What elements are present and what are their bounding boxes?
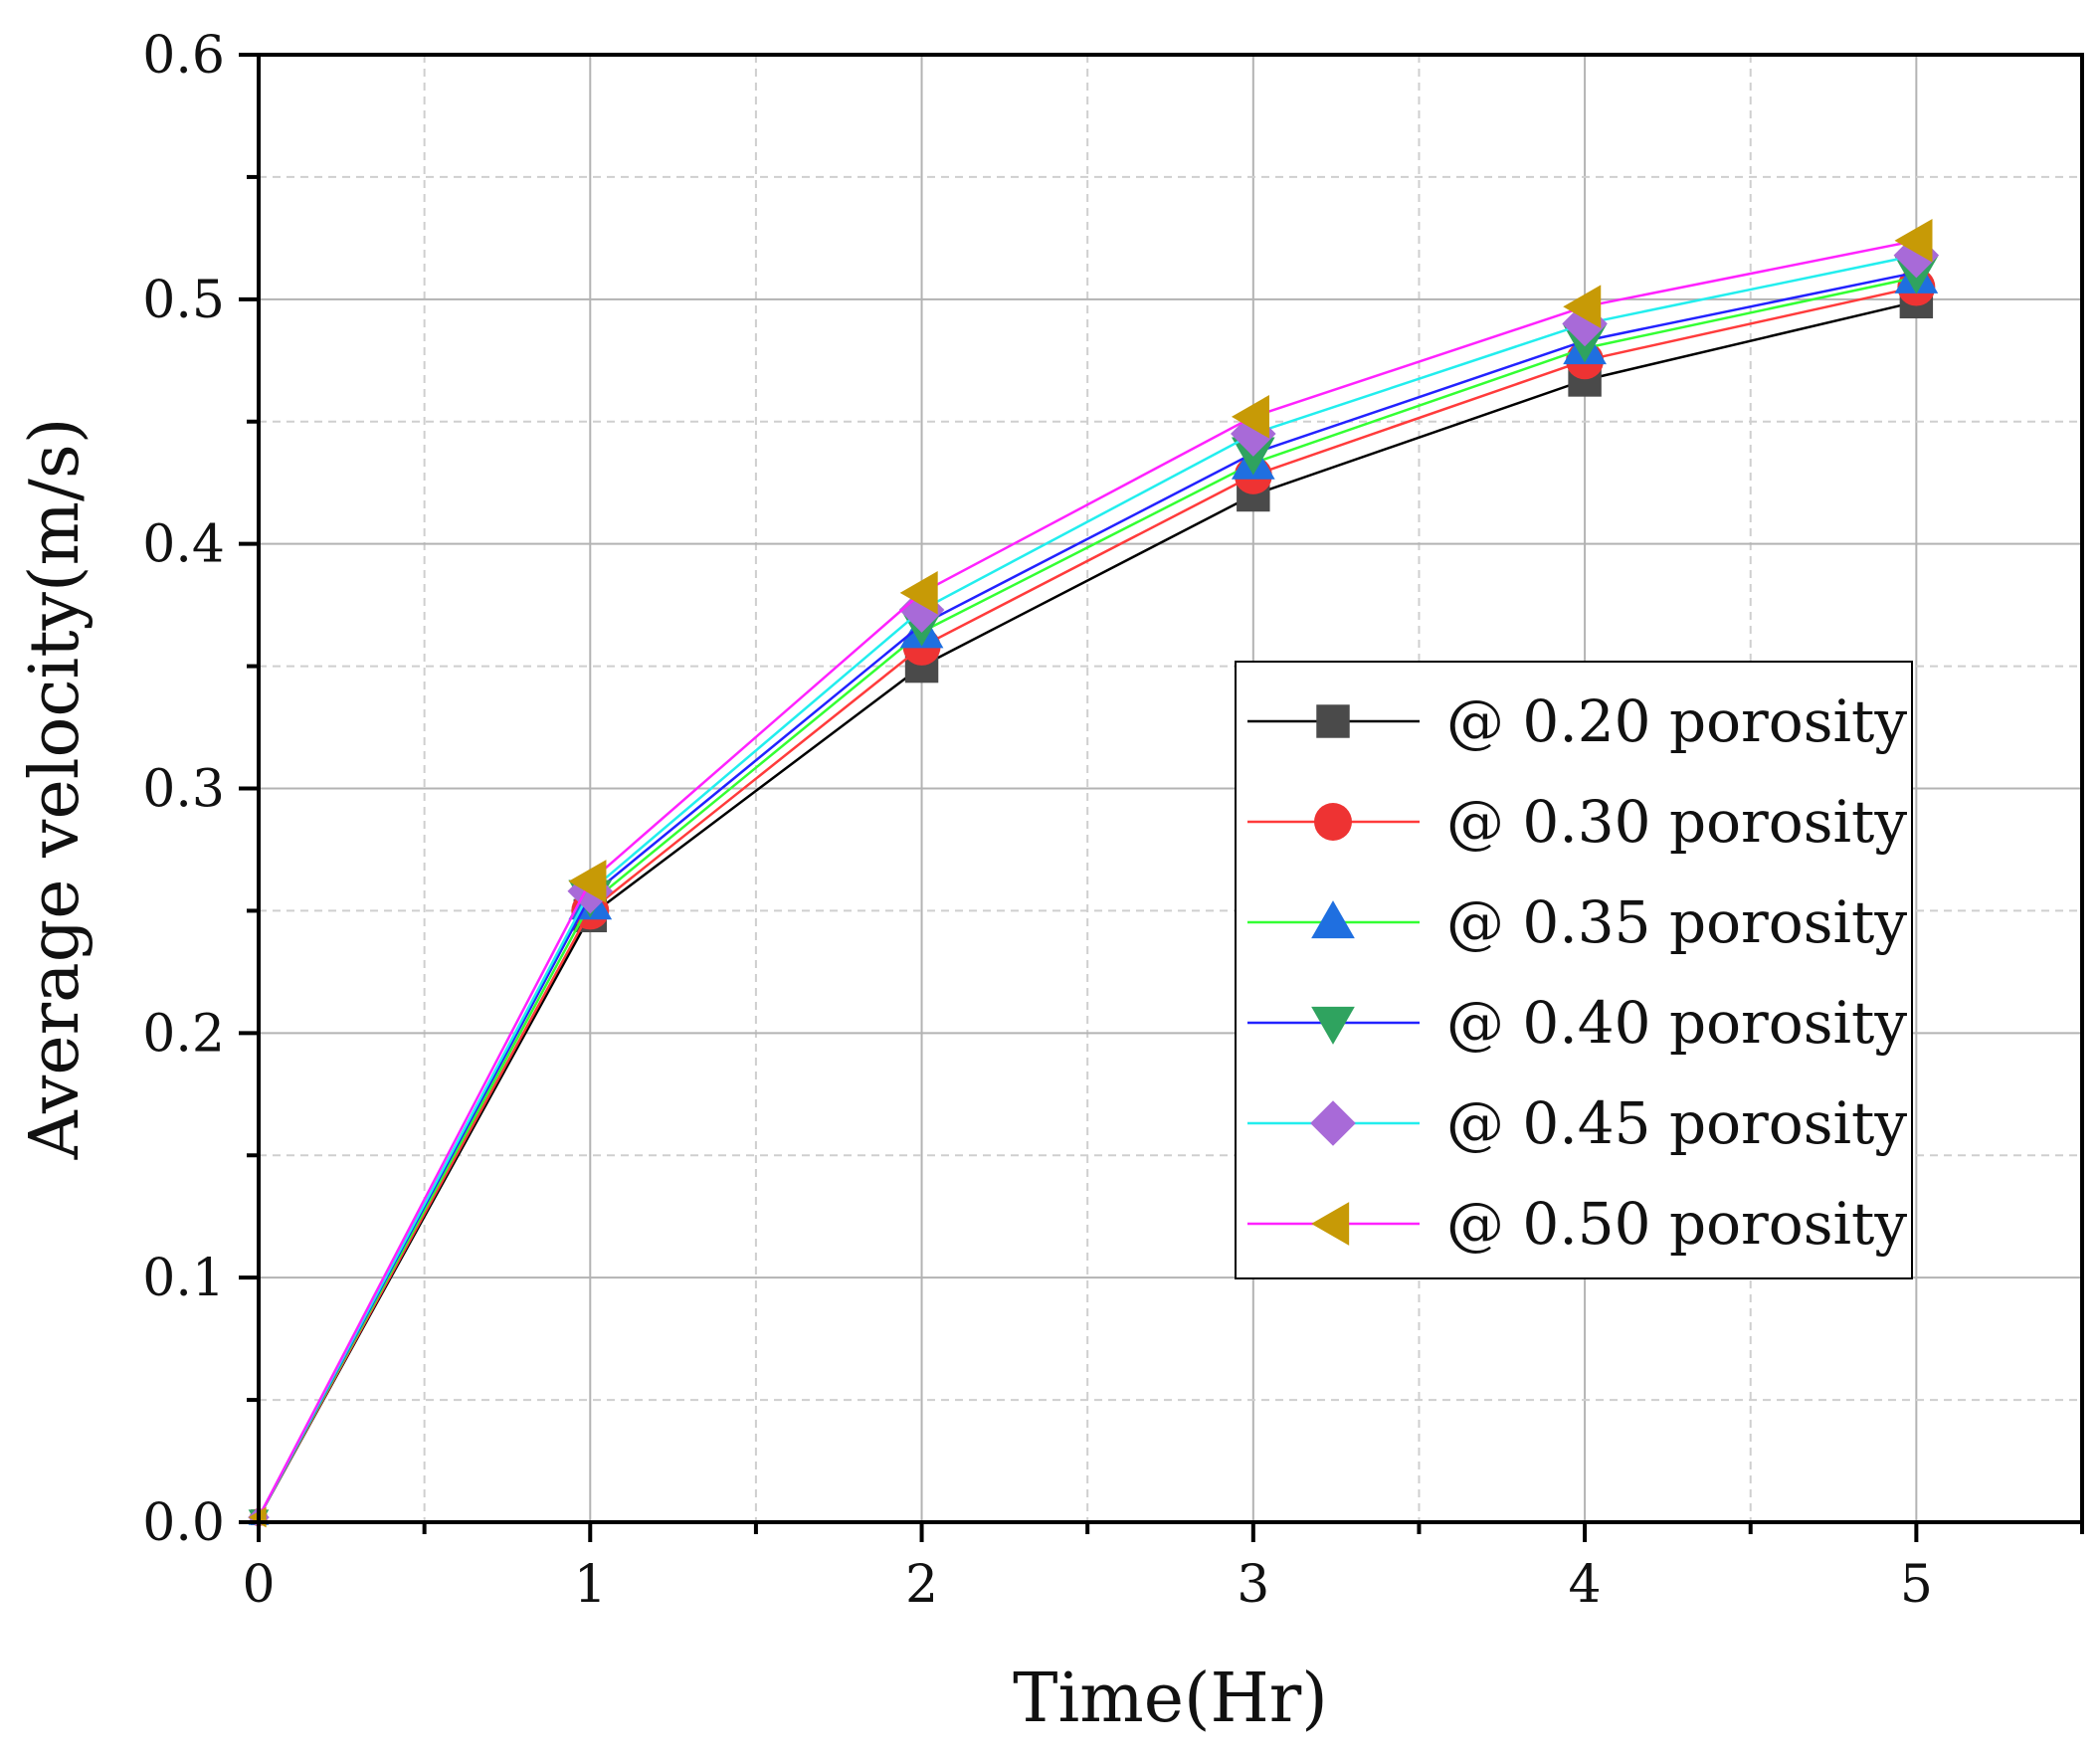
legend-marker bbox=[1316, 704, 1350, 738]
y-tick-label: 0.2 bbox=[142, 1004, 225, 1064]
series-group bbox=[248, 218, 1940, 1528]
legend-label: @ 0.45 porosity bbox=[1446, 1089, 1907, 1157]
series-6 bbox=[248, 218, 1933, 1528]
legend-marker bbox=[1311, 900, 1355, 939]
legend-item: @ 0.20 porosity bbox=[1247, 687, 1907, 755]
x-axis-title: Time(Hr) bbox=[1013, 1660, 1328, 1738]
legend-item: @ 0.30 porosity bbox=[1247, 788, 1907, 856]
series-line bbox=[257, 239, 1917, 1518]
x-tick-label: 0 bbox=[242, 1555, 275, 1615]
x-tick-label: 1 bbox=[574, 1555, 607, 1615]
x-tick-label: 3 bbox=[1237, 1555, 1269, 1615]
x-tick-label: 4 bbox=[1569, 1555, 1602, 1615]
x-tick-label: 2 bbox=[905, 1555, 938, 1615]
legend-item: @ 0.40 porosity bbox=[1247, 989, 1907, 1057]
data-point bbox=[568, 860, 607, 903]
legend-item: @ 0.50 porosity bbox=[1247, 1190, 1907, 1258]
legend-marker bbox=[1310, 1100, 1356, 1146]
y-tick-label: 0.5 bbox=[142, 271, 225, 330]
axis-ticks: 0 1 2 3 4 5 0.0 0.1 0.2 0.3 0.4 0.5 0.6 bbox=[142, 26, 2084, 1615]
y-tick-label: 0.0 bbox=[142, 1493, 225, 1553]
data-point bbox=[1894, 218, 1933, 263]
legend-label: @ 0.50 porosity bbox=[1446, 1190, 1907, 1258]
legend-label: @ 0.30 porosity bbox=[1446, 788, 1907, 856]
y-tick-label: 0.3 bbox=[142, 760, 225, 820]
legend-marker bbox=[1311, 1006, 1355, 1045]
legend-box bbox=[1235, 661, 1913, 1279]
x-tick-label: 5 bbox=[1900, 1555, 1933, 1615]
series-line bbox=[257, 254, 1917, 1518]
data-point bbox=[1893, 232, 1940, 279]
y-axis-title: Average velocity(m/s) bbox=[16, 418, 95, 1161]
legend-label: @ 0.40 porosity bbox=[1446, 989, 1907, 1057]
series-line bbox=[257, 276, 1917, 1518]
y-tick-label: 0.6 bbox=[142, 26, 225, 86]
data-point bbox=[1563, 285, 1602, 329]
series-line bbox=[257, 286, 1917, 1518]
legend: @ 0.20 porosity @ 0.30 porosity @ 0.35 por… bbox=[1235, 661, 1913, 1279]
legend-marker bbox=[1314, 803, 1352, 841]
series-line bbox=[257, 300, 1917, 1518]
legend-label: @ 0.35 porosity bbox=[1446, 888, 1907, 956]
legend-marker bbox=[1311, 1202, 1350, 1246]
y-tick-label: 0.1 bbox=[142, 1249, 225, 1308]
legend-label: @ 0.20 porosity bbox=[1446, 687, 1907, 755]
data-point bbox=[899, 570, 938, 615]
series-line bbox=[257, 271, 1917, 1518]
legend-item: @ 0.45 porosity bbox=[1247, 1089, 1907, 1157]
data-point bbox=[1231, 394, 1269, 439]
y-tick-label: 0.4 bbox=[142, 515, 225, 575]
legend-item: @ 0.35 porosity bbox=[1247, 888, 1907, 956]
